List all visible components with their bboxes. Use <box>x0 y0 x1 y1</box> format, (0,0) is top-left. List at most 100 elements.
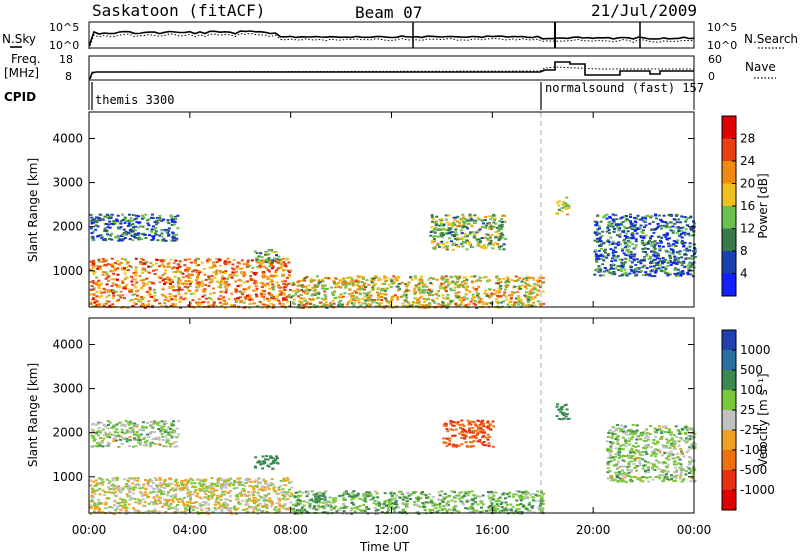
echo-cell <box>283 305 287 308</box>
echo-cell <box>531 505 535 508</box>
echo-cell <box>527 509 531 512</box>
echo-cell <box>272 461 276 464</box>
echo-cell <box>156 423 160 426</box>
echo-cell <box>193 482 197 485</box>
echo-cell <box>682 272 686 275</box>
echo-cell <box>286 300 290 303</box>
echo-cell <box>445 248 449 251</box>
echo-cell <box>328 496 332 499</box>
echo-cell <box>471 427 475 429</box>
echo-cell <box>367 491 371 494</box>
echo-cell <box>200 280 204 283</box>
echo-cell <box>465 248 469 251</box>
echo-cell <box>540 303 544 306</box>
echo-cell <box>676 261 680 264</box>
echo-cell <box>121 234 125 237</box>
echo-cell <box>148 293 152 296</box>
echo-cell <box>98 219 102 222</box>
echo-cell <box>356 275 360 278</box>
echo-cell <box>172 289 176 292</box>
echo-cell <box>317 505 321 508</box>
echo-cell <box>228 495 232 498</box>
echo-cell <box>293 512 297 515</box>
echo-cell <box>456 215 460 218</box>
echo-cell <box>273 274 277 277</box>
echo-cell <box>322 299 326 302</box>
echo-cell <box>283 292 286 295</box>
echo-cell <box>123 424 127 426</box>
echo-cell <box>270 280 274 283</box>
echo-cell <box>455 284 459 287</box>
echo-cell <box>567 204 571 207</box>
echo-cell <box>92 445 96 448</box>
echo-cell <box>680 256 684 259</box>
echo-cell <box>252 488 256 490</box>
echo-cell <box>461 286 465 288</box>
echo-cell <box>266 268 270 271</box>
echo-cell <box>97 483 101 485</box>
echo-cell <box>92 435 96 438</box>
echo-cell <box>356 279 360 282</box>
echo-cell <box>117 286 121 289</box>
echo-cell <box>133 293 137 296</box>
echo-cell <box>410 278 414 281</box>
echo-cell <box>498 224 502 227</box>
echo-cell <box>477 285 481 288</box>
echo-cell <box>216 479 220 481</box>
echo-cell <box>691 225 695 228</box>
echo-cell <box>505 286 509 288</box>
echo-cell <box>156 221 160 224</box>
power-colorbar-swatches <box>722 116 736 296</box>
echo-cell <box>689 273 693 276</box>
echo-cell <box>628 259 632 262</box>
echo-cell <box>153 488 157 491</box>
echo-cell <box>451 429 455 432</box>
echo-cell <box>430 241 434 244</box>
echo-cell <box>251 266 255 269</box>
echo-cell <box>120 442 124 445</box>
echo-cell <box>309 298 313 301</box>
echo-cell <box>142 278 146 281</box>
echo-cell <box>180 511 184 514</box>
echo-cell <box>109 216 113 219</box>
echo-cell <box>113 477 117 480</box>
echo-cell <box>228 484 232 487</box>
echo-cell <box>622 231 625 233</box>
echo-cell <box>234 280 238 283</box>
echo-cell <box>286 479 290 482</box>
echo-cell <box>350 501 354 504</box>
cpid-program-1: themis 3300 <box>95 93 174 107</box>
echo-cell <box>172 489 176 492</box>
echo-cell <box>443 507 447 510</box>
echo-cell <box>325 306 329 309</box>
echo-cell <box>670 248 674 251</box>
echo-cell <box>431 277 435 280</box>
echo-cell <box>154 437 158 439</box>
echo-cell <box>402 510 406 513</box>
echo-cell <box>242 490 246 493</box>
echo-cell <box>261 455 265 458</box>
echo-cell <box>295 500 299 503</box>
echo-cell <box>609 266 613 269</box>
echo-cell <box>159 493 163 496</box>
echo-cell <box>653 258 657 261</box>
echo-cell <box>673 222 677 225</box>
echo-cell <box>649 270 653 273</box>
echo-cell <box>344 490 348 493</box>
echo-cell <box>332 497 336 500</box>
beam-title: Beam 07 <box>355 3 422 22</box>
echo-cell <box>247 497 251 500</box>
echo-cell <box>188 282 192 285</box>
echo-cell <box>345 492 349 495</box>
echo-cell <box>643 226 646 229</box>
echo-cell <box>320 297 324 300</box>
echo-cell <box>162 498 166 501</box>
echo-cell <box>611 251 615 254</box>
echo-cell <box>101 238 105 241</box>
echo-cell <box>157 510 161 513</box>
echo-cell <box>291 281 295 284</box>
echo-cell <box>159 431 163 433</box>
echo-cell <box>163 259 166 262</box>
echo-cell <box>494 231 498 234</box>
